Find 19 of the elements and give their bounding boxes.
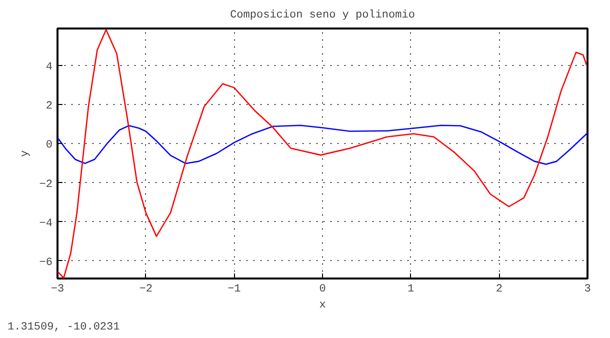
x-tick-label: −3 xyxy=(50,284,64,296)
x-tick-label: 2 xyxy=(496,284,502,296)
x-axis-title: x xyxy=(319,300,326,312)
y-tick-label: −6 xyxy=(39,256,52,269)
x-tick-label: −1 xyxy=(228,284,242,296)
y-tick-label: 4 xyxy=(46,62,53,74)
x-tick-label: −2 xyxy=(139,284,152,296)
y-tick-label: 0 xyxy=(46,140,53,152)
x-tick-label: 0 xyxy=(319,284,326,296)
x-tick-label: 1 xyxy=(408,284,415,296)
chart-title: Composicion seno y polinomio xyxy=(230,10,415,22)
line-series xyxy=(58,29,588,278)
x-tick-label: 3 xyxy=(584,284,591,296)
text: 1.31509, -10.0231 xyxy=(8,322,120,334)
y-axis-title: y xyxy=(19,150,32,157)
y-tick-label: 2 xyxy=(46,100,53,113)
y-tick-label: −2 xyxy=(39,178,52,191)
y-tick-label: −4 xyxy=(39,218,53,230)
line-series xyxy=(58,124,588,165)
